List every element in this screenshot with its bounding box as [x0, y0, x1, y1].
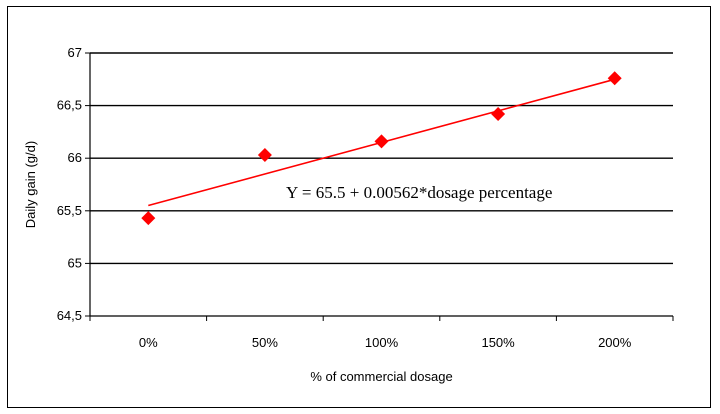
y-axis-title: Daily gain (g/d): [23, 141, 38, 228]
y-tick-label: 65,5: [57, 203, 82, 218]
x-tick-label: 150%: [481, 335, 515, 350]
x-tick-label: 100%: [365, 335, 399, 350]
chart-frame: [7, 6, 711, 408]
data-point: [607, 71, 622, 86]
x-tick-label: 0%: [139, 335, 158, 350]
x-axis-title: % of commercial dosage: [310, 369, 452, 384]
data-point: [491, 107, 506, 122]
x-tick-label: 50%: [252, 335, 278, 350]
gridlines: [90, 52, 673, 265]
x-tick-label: 200%: [598, 335, 632, 350]
y-tick-label: 66,5: [57, 98, 82, 113]
equation-annotation: Y = 65.5 + 0.00562*dosage percentage: [286, 183, 552, 202]
y-tick-label: 65: [68, 255, 82, 270]
y-tick-label: 66: [68, 150, 82, 165]
y-tick-label: 67: [68, 45, 82, 60]
data-points: [141, 71, 622, 226]
x-axis: 0% 50% 100% 150% 200%: [89, 315, 674, 350]
data-point: [374, 134, 389, 149]
y-axis: 64,5 65 65,5 66 66,5 67: [57, 45, 91, 323]
y-tick-label: 64,5: [57, 308, 82, 323]
data-point: [257, 148, 272, 163]
data-point: [141, 211, 156, 226]
